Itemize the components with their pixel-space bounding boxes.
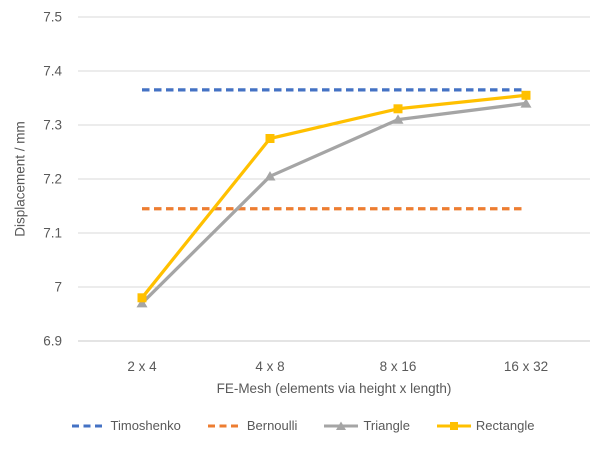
series-line-triangle <box>140 101 527 305</box>
legend-line-sample <box>324 421 359 430</box>
legend-item-timoshenko: Timoshenko <box>71 418 181 433</box>
y-tick-label: 7.1 <box>43 226 62 241</box>
marker-triangle <box>136 298 148 308</box>
legend-item-bernoulli: Bernoulli <box>207 418 298 433</box>
legend-item-triangle: Triangle <box>323 418 410 433</box>
legend-line-sample <box>207 424 242 427</box>
x-tick-label: 8 x 16 <box>380 359 417 374</box>
legend-label: Bernoulli <box>246 418 298 433</box>
x-tick-label: 2 x 4 <box>127 359 157 374</box>
marker-square <box>265 134 275 143</box>
y-tick-label: 6.9 <box>43 334 62 349</box>
y-axis-title: Displacement / mm <box>12 121 28 237</box>
legend-label: Timoshenko <box>110 418 181 433</box>
line-chart-plot: 6.9 7 7.1 7.2 7.3 7.4 7.5 2 x 4 4 x 8 8 x 16 16 x … <box>43 10 590 374</box>
chart-legend: Timoshenko Bernoulli Triangle Rectangle <box>0 418 605 433</box>
x-axis-title: FE-Mesh (elements via height x length) <box>216 381 452 396</box>
y-tick-label: 7.2 <box>43 172 62 187</box>
y-tick-label: 7.4 <box>43 64 62 79</box>
legend-line-sample <box>436 421 471 430</box>
marker-triangle <box>264 171 276 181</box>
marker-triangle <box>520 98 532 108</box>
marker-triangle <box>392 114 404 124</box>
legend-label: Triangle <box>363 418 410 433</box>
series-line-rectangle <box>140 93 527 299</box>
y-tick-label: 7.3 <box>43 118 62 133</box>
y-tick-label: 7 <box>54 280 62 295</box>
legend-item-rectangle: Rectangle <box>436 418 535 433</box>
marker-square <box>393 104 403 114</box>
x-tick-label: 4 x 8 <box>255 359 284 374</box>
x-tick-label: 16 x 32 <box>504 359 548 374</box>
marker-square <box>521 90 531 100</box>
marker-square <box>137 293 147 303</box>
legend-label: Rectangle <box>475 418 535 433</box>
y-tick-label: 7.5 <box>43 10 62 25</box>
legend-line-sample <box>71 424 106 427</box>
